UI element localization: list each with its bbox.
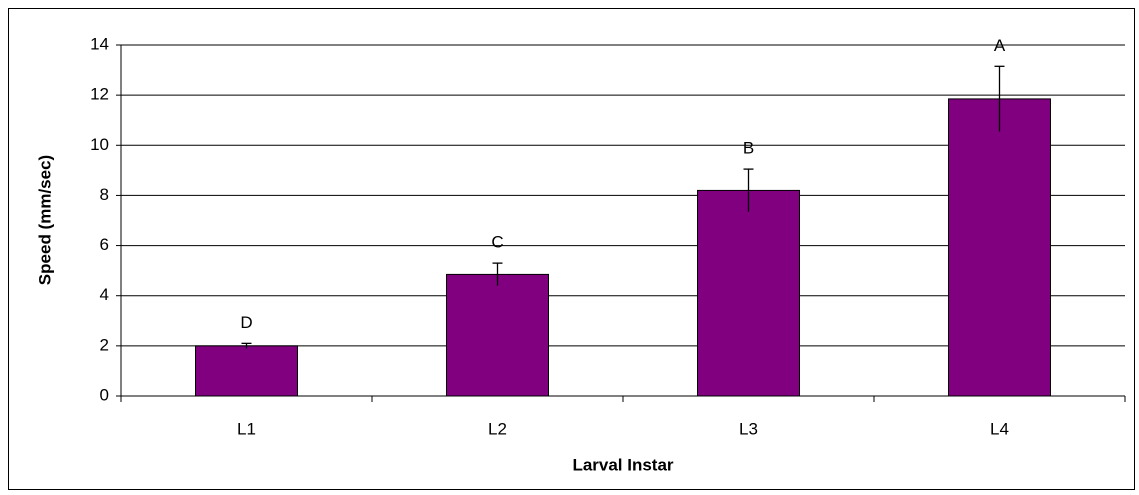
y-tick-label: 4 [100,285,109,304]
annotation: D [240,313,252,332]
y-axis-title: Speed (mm/sec) [35,155,54,285]
y-tick-label: 12 [90,85,109,104]
bar [446,273,549,397]
annotation: C [491,233,503,252]
y-tick-label: 6 [100,235,109,254]
x-axis-title: Larval Instar [572,455,673,474]
y-tick-label: 10 [90,135,109,154]
x-tick-label: L1 [237,419,256,438]
x-tick-label: L3 [739,419,758,438]
x-tick-label: L2 [488,419,507,438]
chart-frame [8,8,1135,490]
y-tick-label: 14 [90,34,109,53]
bar [195,345,298,397]
bar [948,98,1051,397]
annotation: B [743,139,754,158]
y-tick-label: 8 [100,185,109,204]
annotation: A [994,36,1006,55]
x-tick-label: L4 [990,419,1009,438]
bar [697,189,800,397]
y-tick-label: 0 [100,385,109,404]
y-tick-label: 2 [100,335,109,354]
